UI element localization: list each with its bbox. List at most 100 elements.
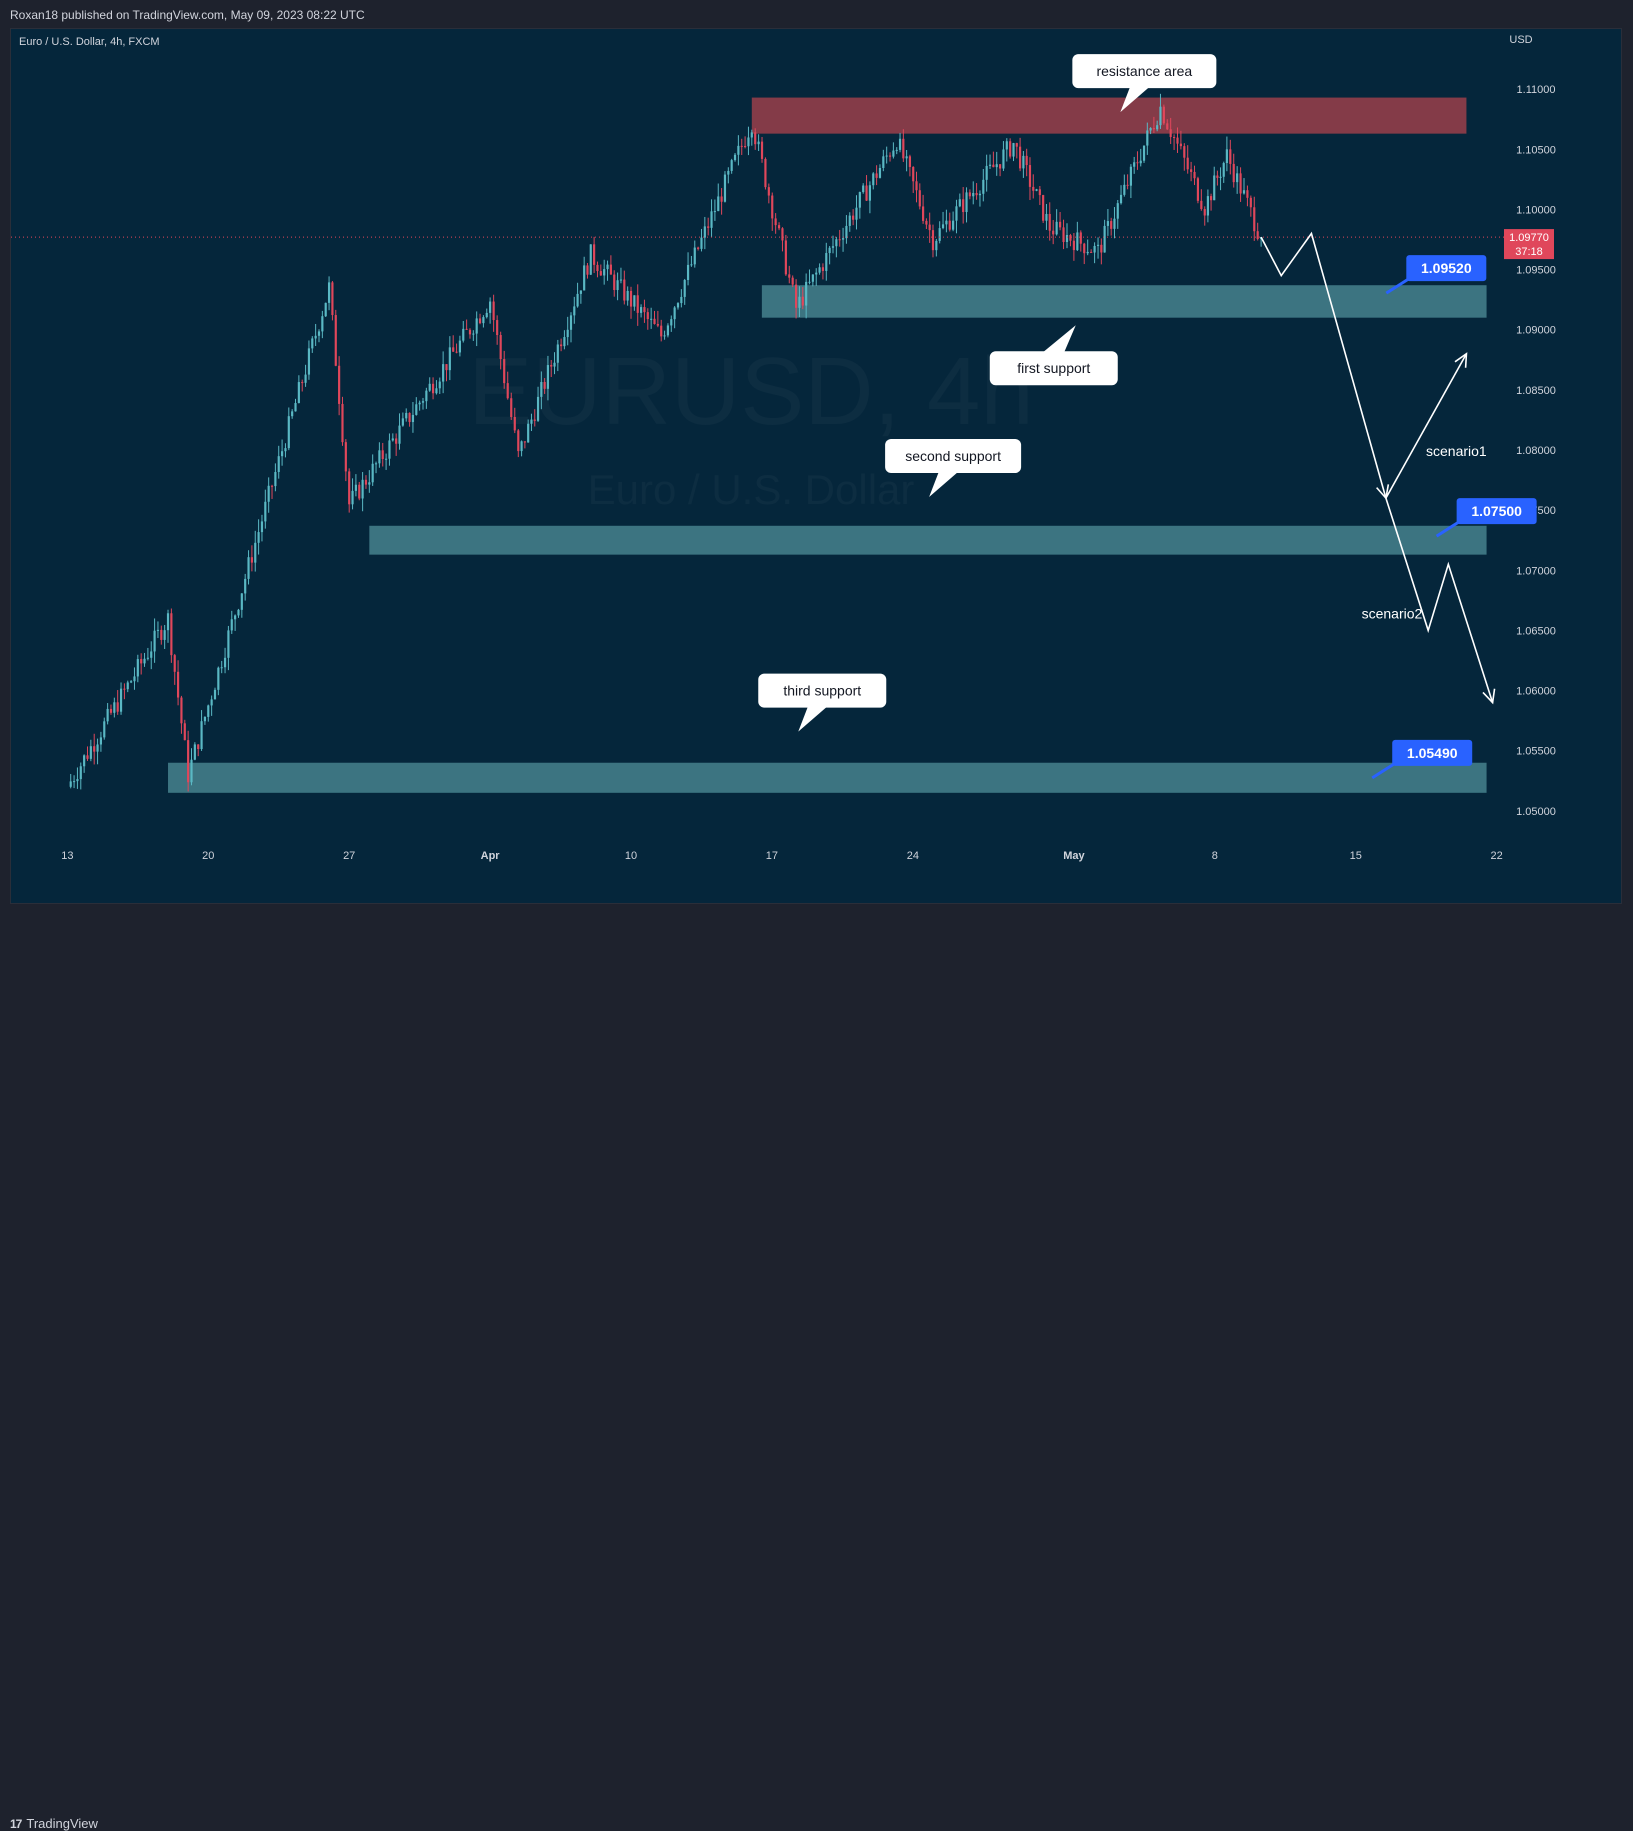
candle-body <box>717 196 720 212</box>
candle-body <box>1058 221 1062 228</box>
candle-body <box>170 613 173 656</box>
candle-body <box>1015 143 1018 147</box>
candle-body <box>579 290 582 294</box>
candle-body <box>1253 207 1256 232</box>
candle-body <box>945 220 948 225</box>
candle-body <box>831 246 835 248</box>
candle-body <box>1190 169 1193 172</box>
candle-body <box>472 333 475 335</box>
callout-label: resistance area <box>1096 63 1192 79</box>
candle-body <box>878 167 882 178</box>
scenario2-label: scenario2 <box>1362 605 1423 621</box>
candle-body <box>1038 189 1041 196</box>
candle-body <box>93 746 96 752</box>
scenario2-path <box>1385 497 1494 703</box>
candle-body <box>113 702 116 713</box>
candle-body <box>72 781 76 783</box>
target-badge <box>1392 739 1473 766</box>
candle-body <box>663 335 666 337</box>
candle-body <box>885 155 888 157</box>
candle-body <box>1136 162 1139 164</box>
callout-box <box>989 351 1118 386</box>
x-tick-label: May <box>1063 850 1085 862</box>
candle-body <box>247 557 250 579</box>
candle-body <box>193 744 196 760</box>
candle-body <box>301 382 304 384</box>
candle-body <box>569 315 573 330</box>
candle-body <box>968 192 971 197</box>
candle-body <box>673 307 676 320</box>
candle-body <box>200 721 203 750</box>
brand[interactable]: 17 TradingView <box>10 1816 98 1831</box>
price-chart[interactable]: EURUSD, 4h Euro / U.S. Dollar Euro / U.S. … <box>11 29 1623 905</box>
candle-body <box>676 303 680 308</box>
candle-body <box>848 215 851 226</box>
candle-body <box>952 220 955 230</box>
candle-body <box>686 264 690 280</box>
candle-body <box>213 689 217 700</box>
candle-body <box>126 682 129 690</box>
candle-body <box>1093 245 1096 253</box>
candle-body <box>666 325 670 336</box>
callout-resistance-area: resistance area <box>1072 54 1217 113</box>
candle-body <box>1018 146 1022 169</box>
x-tick-label: 8 <box>1212 850 1218 862</box>
callout-box <box>885 439 1022 474</box>
callout-label: second support <box>905 448 1001 464</box>
candle-body <box>589 244 592 275</box>
candle-body <box>798 296 801 308</box>
chart-area[interactable]: EURUSD, 4h Euro / U.S. Dollar Euro / U.S. … <box>10 28 1622 904</box>
callout-label: first support <box>1017 360 1090 376</box>
tradingview-logo-icon: 17 <box>10 1816 22 1831</box>
candle-body <box>992 164 995 168</box>
publish-header: Roxan18 published on TradingView.com, Ma… <box>0 0 1633 28</box>
candle-body <box>985 165 988 180</box>
candle-body <box>931 230 935 251</box>
candle-body <box>1225 149 1228 164</box>
candle-body <box>324 302 327 317</box>
candle-body <box>1166 123 1169 130</box>
scenario1-label: scenario1 <box>1426 443 1487 459</box>
candle-body <box>754 132 757 145</box>
candle-body <box>737 145 740 155</box>
candle-body <box>697 247 700 249</box>
candle-body <box>553 362 556 367</box>
candle-body <box>338 365 341 404</box>
candle-body <box>442 364 445 382</box>
candle-body <box>606 264 609 270</box>
candle-body <box>448 347 451 371</box>
candle-body <box>499 335 502 360</box>
candle-body <box>1009 141 1012 157</box>
candle-body <box>1249 197 1252 208</box>
candle-body <box>411 414 415 423</box>
candle-body <box>1083 243 1086 254</box>
callout-third-support: third support <box>758 673 887 732</box>
candle-body <box>284 448 287 452</box>
candle-body <box>452 347 455 352</box>
candle-body <box>962 199 965 213</box>
x-tick-label: Apr <box>481 850 501 862</box>
candle-body <box>781 228 784 241</box>
candle-body <box>683 279 686 297</box>
candle-body <box>609 264 612 275</box>
candle-body <box>975 192 978 196</box>
candle-body <box>1076 232 1079 251</box>
candle-body <box>771 195 774 219</box>
candle-body <box>163 630 166 640</box>
candle-body <box>965 192 968 213</box>
candle-body <box>1246 190 1249 198</box>
candle-body <box>1206 196 1209 216</box>
candle-body <box>143 658 146 664</box>
candle-body <box>1035 189 1038 191</box>
candle-body <box>1090 251 1093 253</box>
candle-body <box>237 609 240 616</box>
candle-body <box>294 403 297 412</box>
candle-body <box>1139 160 1142 164</box>
candle-body <box>536 396 540 421</box>
candle-body <box>398 425 401 444</box>
candle-body <box>626 290 629 301</box>
candle-body <box>988 164 992 166</box>
candle-body <box>281 451 284 457</box>
candle-body <box>1055 221 1058 235</box>
candle-body <box>361 479 364 499</box>
